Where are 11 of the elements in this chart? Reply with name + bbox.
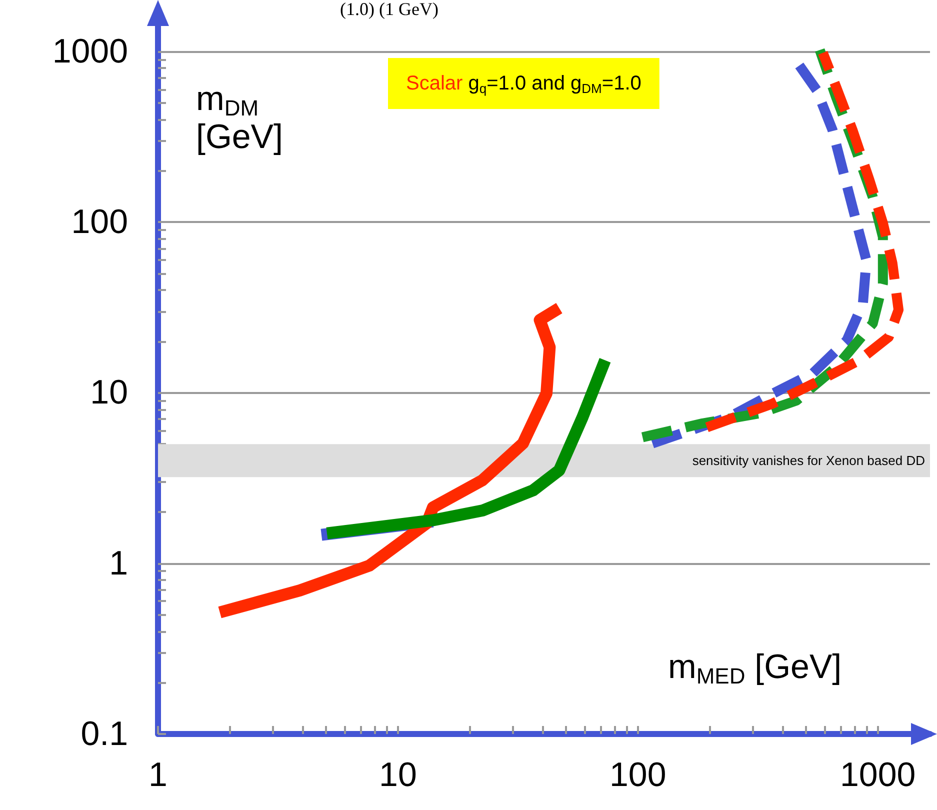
band-label: sensitivity vanishes for Xenon based DD: [692, 453, 925, 468]
y-tick-label: 100: [71, 203, 128, 242]
x-tick-label: 1: [148, 756, 168, 794]
x-tick-label: 100: [610, 756, 666, 794]
x-tick-label: 1000: [840, 756, 916, 794]
y-tick-label: 1: [109, 544, 128, 582]
y-tick-label: 0.1: [80, 715, 128, 753]
y-tick-label: 1000: [52, 32, 128, 70]
y-tick-label: 10: [90, 374, 128, 412]
x-tick-label: 10: [379, 756, 417, 794]
annotation: (1.0) (1 GeV): [340, 0, 438, 19]
